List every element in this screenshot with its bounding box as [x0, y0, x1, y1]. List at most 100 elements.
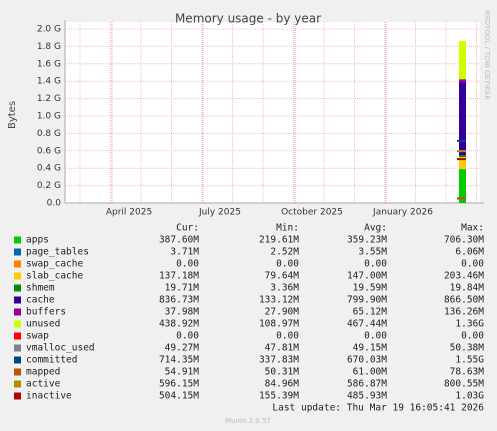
- avg-value: 0.00: [364, 259, 387, 270]
- y-tick-label: 1.4 G: [37, 77, 61, 87]
- avg-value: 670.03M: [347, 355, 387, 366]
- y-tick-label: 1.8 G: [37, 42, 61, 52]
- min-value: 0.00: [276, 331, 299, 342]
- max-value: 706.30M: [444, 235, 484, 246]
- min-value: 50.31M: [265, 367, 300, 378]
- avg-value: 3.55M: [358, 247, 387, 258]
- stack-segment: [459, 155, 466, 158]
- legend-name: active: [26, 379, 61, 390]
- min-value: 337.83M: [259, 355, 299, 366]
- column-header: Max:: [461, 223, 484, 234]
- y-tick-label: 2.0 G: [37, 25, 61, 35]
- cur-value: 714.35M: [159, 355, 199, 366]
- avg-value: 0.00: [364, 331, 387, 342]
- last-update: Last update: Thu Mar 19 16:05:41 2026: [272, 403, 484, 414]
- cur-value: 0.00: [176, 331, 199, 342]
- legend-name: shmem: [26, 283, 55, 294]
- stack-segment: [459, 157, 466, 169]
- y-tick-label: 0.2 G: [37, 181, 61, 191]
- max-value: 203.46M: [444, 271, 484, 282]
- min-value: 3.36M: [270, 283, 299, 294]
- min-value: 79.64M: [265, 271, 300, 282]
- cur-value: 596.15M: [159, 379, 199, 390]
- max-value: 0.00: [461, 259, 484, 270]
- min-value: 47.81M: [265, 343, 300, 354]
- stack-segment: [459, 41, 466, 80]
- cur-value: 49.27M: [165, 343, 200, 354]
- max-value: 78.63M: [450, 367, 485, 378]
- max-value: 1.36G: [455, 319, 484, 330]
- min-value: 155.39M: [259, 391, 299, 402]
- min-value: 84.96M: [265, 379, 300, 390]
- avg-value: 19.59M: [353, 283, 388, 294]
- avg-value: 467.44M: [347, 319, 387, 330]
- max-value: 1.03G: [455, 391, 484, 402]
- side-text: RRDTOOL / TOBI OETIKER: [483, 10, 491, 100]
- legend-swatch: [14, 368, 21, 376]
- cur-value: 438.92M: [159, 319, 199, 330]
- max-value: 866.50M: [444, 295, 484, 306]
- legend-swatch: [14, 296, 21, 304]
- y-tick-label: 0.0: [47, 199, 62, 209]
- legend-swatch: [14, 332, 21, 340]
- footer: Munin 2.0.57: [225, 417, 271, 425]
- y-tick-label: 1.0 G: [37, 112, 61, 122]
- avg-value: 586.87M: [347, 379, 387, 390]
- legend-name: cache: [26, 295, 55, 306]
- avg-value: 485.93M: [347, 391, 387, 402]
- legend-swatch: [14, 320, 21, 328]
- plot-area: [65, 22, 480, 203]
- min-value: 219.61M: [259, 235, 299, 246]
- cur-value: 504.15M: [159, 391, 199, 402]
- legend-name: unused: [26, 319, 60, 330]
- avg-value: 799.90M: [347, 295, 387, 306]
- x-tick-label: July 2025: [198, 208, 241, 218]
- cur-value: 387.60M: [159, 235, 199, 246]
- x-tick-label: January 2026: [372, 208, 433, 218]
- stack-segment: [459, 169, 466, 203]
- max-value: 1.55G: [455, 355, 484, 366]
- max-value: 6.06M: [455, 247, 484, 258]
- legend-name: swap: [26, 331, 49, 342]
- avg-value: 147.00M: [347, 271, 387, 282]
- y-tick-label: 0.4 G: [37, 164, 61, 174]
- x-tick-label: April 2025: [106, 208, 152, 218]
- stack-segment: [459, 79, 466, 83]
- avg-value: 359.23M: [347, 235, 387, 246]
- max-value: 19.84M: [450, 283, 485, 294]
- legend-name: page_tables: [26, 247, 89, 258]
- cur-value: 3.71M: [170, 247, 199, 258]
- max-value: 136.26M: [444, 307, 484, 318]
- max-value: 50.38M: [450, 343, 485, 354]
- cur-value: 37.98M: [165, 307, 200, 318]
- column-header: Cur:: [176, 223, 199, 234]
- max-value: 800.55M: [444, 379, 484, 390]
- legend-swatch: [14, 392, 21, 400]
- min-value: 133.12M: [259, 295, 299, 306]
- cur-value: 19.71M: [165, 283, 200, 294]
- min-value: 0.00: [276, 259, 299, 270]
- column-header: Min:: [276, 223, 299, 234]
- legend-swatch: [14, 272, 21, 280]
- avg-value: 49.15M: [353, 343, 388, 354]
- min-value: 108.97M: [259, 319, 299, 330]
- cur-value: 836.73M: [159, 295, 199, 306]
- y-tick-label: 1.2 G: [37, 94, 61, 104]
- column-header: Avg:: [364, 223, 387, 234]
- y-tick-label: 0.6 G: [37, 146, 61, 156]
- legend-swatch: [14, 260, 21, 268]
- min-value: 27.90M: [265, 307, 300, 318]
- y-tick-label: 1.6 G: [37, 59, 61, 69]
- cur-value: 0.00: [176, 259, 199, 270]
- legend-swatch: [14, 236, 21, 244]
- x-tick-label: October 2025: [281, 208, 343, 218]
- y-axis-label: Bytes: [7, 101, 18, 129]
- legend-name: swap_cache: [26, 259, 83, 270]
- y-tick-label: 0.8 G: [37, 129, 61, 139]
- legend-swatch: [14, 248, 21, 256]
- legend-name: inactive: [26, 391, 72, 402]
- avg-value: 61.00M: [353, 367, 388, 378]
- legend-name: slab_cache: [26, 271, 83, 282]
- avg-value: 65.12M: [353, 307, 388, 318]
